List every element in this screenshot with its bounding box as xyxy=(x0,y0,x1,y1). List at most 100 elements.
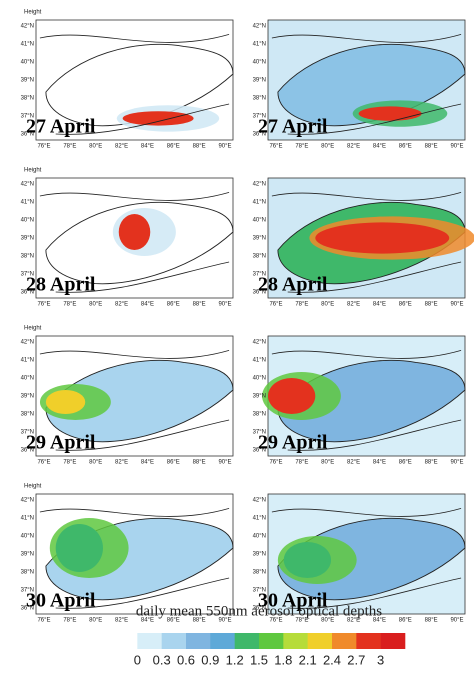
date-label: 29 April xyxy=(26,432,96,454)
lat-label: 42°N xyxy=(253,498,266,504)
lon-label: 86°E xyxy=(399,144,412,150)
lon-label: 80°E xyxy=(321,144,334,150)
colorbar-swatch xyxy=(356,633,381,649)
lon-label: 86°E xyxy=(399,460,412,466)
aerosol-core xyxy=(55,524,103,572)
contour xyxy=(39,34,230,43)
lon-label: 86°E xyxy=(399,302,412,308)
lon-label: 78°E xyxy=(63,618,76,624)
contour xyxy=(55,577,230,609)
lat-label: 36°N xyxy=(253,132,266,138)
lat-label: 36°N xyxy=(253,606,266,612)
lon-label: 88°E xyxy=(193,618,206,624)
lon-label: 90°E xyxy=(450,618,463,624)
map-panel: 42°N 41°N 40°N 39°N 38°N 37°N 36°N76°E 78°E 80°E… xyxy=(253,177,474,308)
date-label: 27 April xyxy=(258,116,328,138)
lon-label: 76°E xyxy=(37,460,50,466)
lon-label: 88°E xyxy=(425,302,438,308)
colorbar-tick-label: 0.9 xyxy=(201,652,219,667)
colorbar-swatch xyxy=(161,633,187,649)
lat-label: 36°N xyxy=(21,132,34,138)
lat-label: 38°N xyxy=(253,96,266,102)
lat-label: 40°N xyxy=(253,218,266,224)
colorbar-tick-label: 1.2 xyxy=(226,652,244,667)
colorbar-swatch xyxy=(234,633,260,649)
lat-label: 38°N xyxy=(253,412,266,418)
lon-label: 84°E xyxy=(141,302,154,308)
aerosol-core xyxy=(283,542,332,578)
lat-label: 40°N xyxy=(21,218,34,224)
lon-label: 86°E xyxy=(167,618,180,624)
lon-label: 80°E xyxy=(89,618,102,624)
map-panel: Height 42°N 41°N 40°N 39°N 38°N 37°N 36°N76°E 78… xyxy=(21,10,234,150)
colorbar-tick-label: 2.4 xyxy=(323,652,341,667)
contour xyxy=(271,508,462,517)
lon-label: 88°E xyxy=(425,460,438,466)
lon-label: 82°E xyxy=(115,144,128,150)
aerosol-core xyxy=(268,378,316,414)
map-panel: Height 42°N 41°N 40°N 39°N 38°N 37°N 36°N76°E 78… xyxy=(21,168,234,308)
lat-label: 42°N xyxy=(253,24,266,30)
colorbar-tick-label: 0.3 xyxy=(153,652,171,667)
colorbar-swatch xyxy=(113,633,138,649)
lat-label: 42°N xyxy=(21,182,34,188)
lon-label: 84°E xyxy=(141,144,154,150)
lat-label: 38°N xyxy=(253,570,266,576)
panel-header: Height xyxy=(24,484,42,490)
colorbar-swatch xyxy=(332,633,357,649)
lat-label: 37°N xyxy=(21,430,34,436)
lat-label: 37°N xyxy=(253,114,266,120)
lon-label: 86°E xyxy=(167,460,180,466)
lon-label: 80°E xyxy=(89,302,102,308)
date-label: 29 April xyxy=(258,432,328,454)
lon-label: 76°E xyxy=(269,144,282,150)
lat-label: 40°N xyxy=(253,60,266,66)
colorbar-swatch xyxy=(283,633,308,649)
lat-label: 38°N xyxy=(21,412,34,418)
colorbar-tick-label: 1.8 xyxy=(274,652,292,667)
lon-label: 78°E xyxy=(295,618,308,624)
lon-label: 90°E xyxy=(450,460,463,466)
colorbar-swatch xyxy=(137,633,162,649)
lat-label: 38°N xyxy=(21,96,34,102)
lon-label: 86°E xyxy=(399,618,412,624)
lat-label: 41°N xyxy=(21,516,34,522)
contour xyxy=(39,350,230,359)
date-label: 28 April xyxy=(26,274,96,296)
lon-label: 90°E xyxy=(218,302,231,308)
lon-label: 82°E xyxy=(115,302,128,308)
basin-fill xyxy=(45,43,234,127)
lon-label: 78°E xyxy=(295,144,308,150)
colorbar-tick-label: 1.5 xyxy=(250,652,268,667)
lon-label: 90°E xyxy=(450,302,463,308)
lon-label: 88°E xyxy=(425,144,438,150)
lat-label: 42°N xyxy=(21,498,34,504)
lon-label: 82°E xyxy=(347,618,360,624)
lat-label: 39°N xyxy=(21,78,34,84)
lon-label: 88°E xyxy=(425,618,438,624)
lon-label: 84°E xyxy=(373,144,386,150)
lon-label: 84°E xyxy=(141,618,154,624)
contour xyxy=(55,103,230,135)
map-panel: Height 42°N 41°N 40°N 39°N 38°N 37°N 36°N76°E 78… xyxy=(21,326,234,466)
lat-label: 38°N xyxy=(21,570,34,576)
panel-header: Height xyxy=(24,10,42,16)
lat-label: 41°N xyxy=(253,516,266,522)
lon-label: 82°E xyxy=(347,460,360,466)
aerosol-core xyxy=(122,111,194,126)
lon-label: 88°E xyxy=(193,144,206,150)
lon-label: 76°E xyxy=(37,618,50,624)
colorbar-swatch xyxy=(380,633,406,649)
colorbar-swatch xyxy=(210,633,235,649)
lon-label: 84°E xyxy=(141,460,154,466)
lat-label: 37°N xyxy=(253,430,266,436)
lat-label: 40°N xyxy=(21,60,34,66)
lon-label: 80°E xyxy=(89,460,102,466)
date-label: 27 April xyxy=(26,116,96,138)
colorbar-tick-label: 0.6 xyxy=(177,652,195,667)
contour xyxy=(55,261,230,293)
lon-label: 78°E xyxy=(63,144,76,150)
lat-label: 40°N xyxy=(21,534,34,540)
lon-label: 80°E xyxy=(321,618,334,624)
